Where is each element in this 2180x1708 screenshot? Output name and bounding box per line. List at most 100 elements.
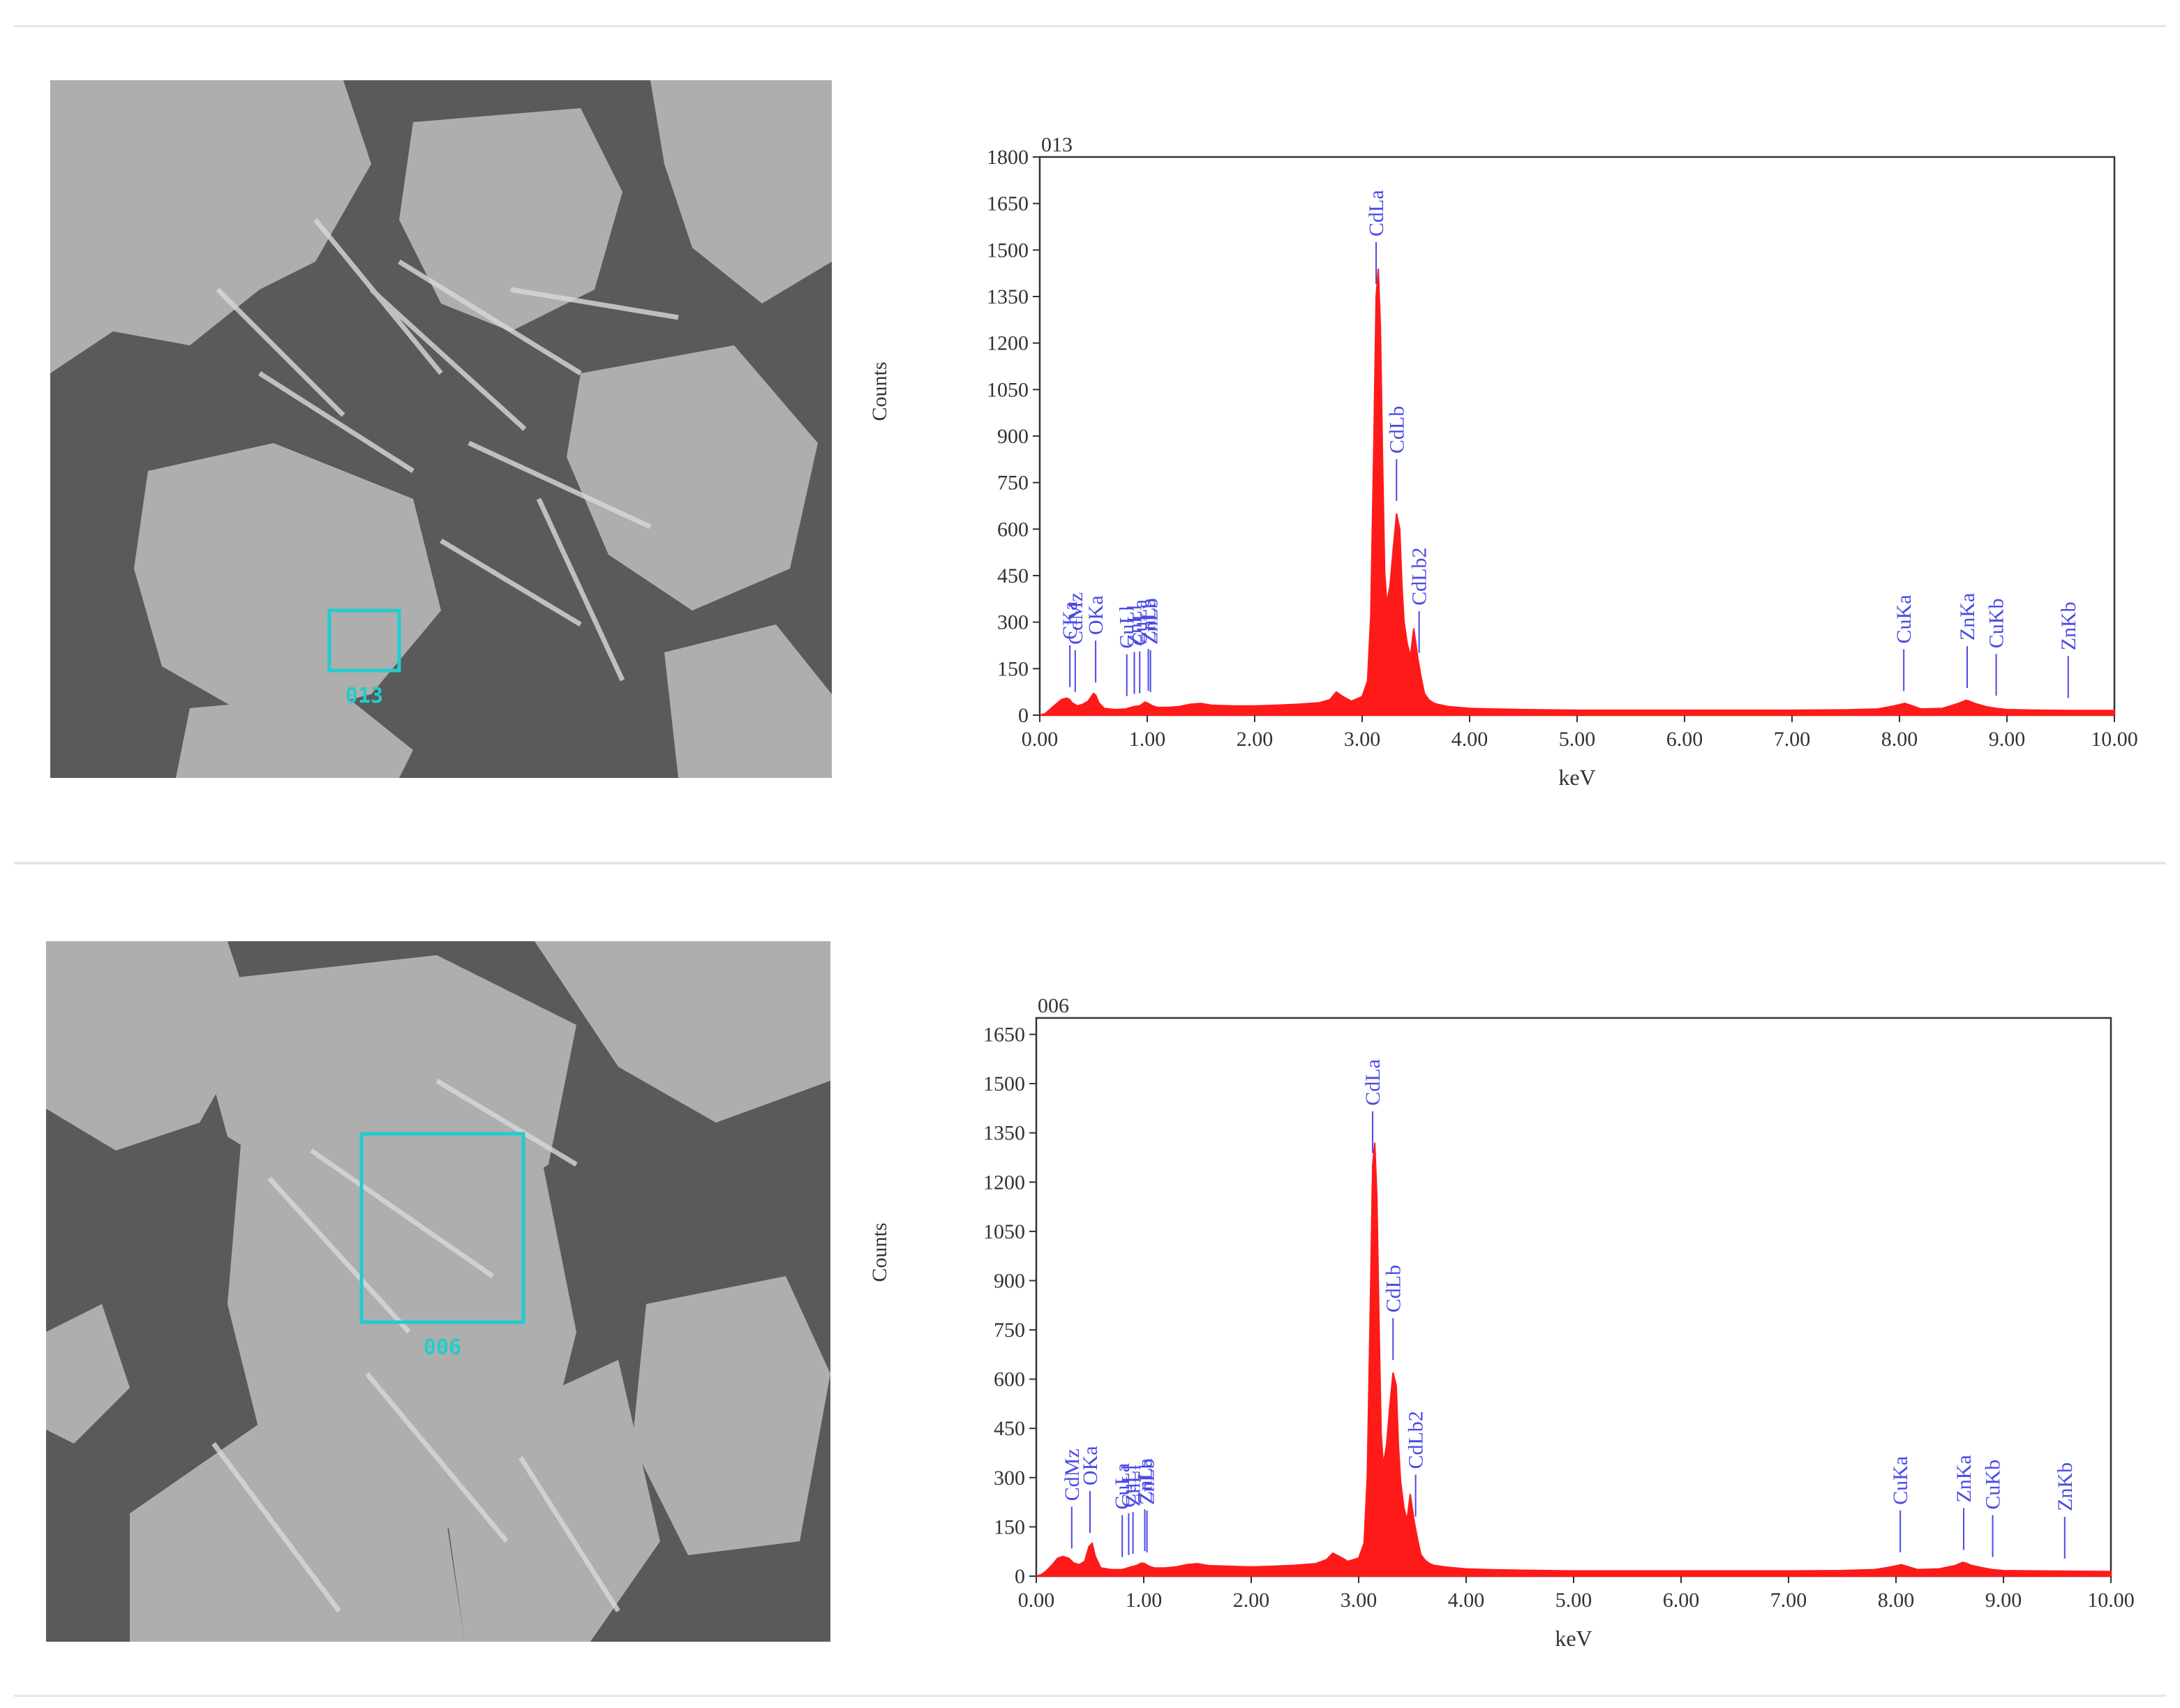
x-tick-label: 7.00: [1770, 1589, 1807, 1612]
eds-spectrum-1: 013 0 150 300 450 600 750 900 1050 1200 1350 1500 16…: [837, 83, 2149, 823]
x-tick-label: 7.00: [1774, 728, 1811, 751]
y-tick-label: 150: [994, 1515, 1025, 1538]
y-tick-label: 0: [1018, 704, 1029, 727]
y-tick-label: 1200: [987, 332, 1029, 355]
y-tick-label: 450: [994, 1417, 1025, 1440]
y-tick-label: 750: [997, 472, 1029, 495]
plot-frame: [1035, 1017, 2112, 1578]
y-tick-label: 300: [994, 1467, 1025, 1490]
peak-label: ZnKb: [2054, 1462, 2077, 1511]
peak-label: ZnKa: [1956, 593, 1979, 640]
y-tick-label: 1800: [987, 146, 1029, 169]
x-axis-label: keV: [1555, 1626, 1592, 1651]
x-tick-label: 0.00: [1022, 728, 1059, 751]
y-tick-label: 1350: [983, 1122, 1025, 1145]
peak-label: ZnLa: [1137, 598, 1160, 643]
roi-box-2: [359, 1132, 525, 1324]
y-tick-label: 1650: [987, 193, 1029, 216]
eds-chart-svg-1: 013 0 150 300 450 600 750 900 1050 1200 1350 1500 16…: [868, 133, 2138, 790]
needle-crystals-1: [216, 218, 679, 682]
sem-micrograph-1: 013: [50, 80, 832, 778]
peak-label: CdMz: [1064, 592, 1087, 645]
x-tick-label: 10.00: [2087, 1589, 2135, 1612]
x-tick-label: 3.00: [1344, 728, 1381, 751]
x-tick-label: 6.00: [1663, 1589, 1700, 1612]
figure-panel-2: 006 006 0 150 300 450 600 750 900 1050 1200 1350 15…: [14, 862, 2166, 1697]
peak-label: CdMz: [1061, 1448, 1084, 1501]
peak-label: CdLb: [1385, 406, 1408, 454]
sem-texture-2: 006: [46, 941, 830, 1642]
peak-label: OKa: [1079, 1446, 1102, 1485]
x-tick-label: 0.00: [1018, 1589, 1055, 1612]
x-tick-label: 8.00: [1878, 1589, 1915, 1612]
x-tick-label: 4.00: [1448, 1589, 1485, 1612]
y-tick-label: 600: [994, 1368, 1025, 1391]
y-axis-label: Counts: [868, 1222, 891, 1282]
peak-label: CuLl: [1116, 606, 1139, 649]
x-tick-label: 4.00: [1451, 728, 1488, 751]
peak-label: CdLa: [1365, 190, 1388, 237]
eds-chart-svg-2: 006 0 150 300 450 600 750 900 1050 1200 1350 1500 16…: [868, 994, 2135, 1651]
y-tick-label: 450: [997, 564, 1029, 587]
x-tick-label: 9.00: [1985, 1589, 2022, 1612]
x-tick-label: 3.00: [1341, 1589, 1378, 1612]
eds-spectrum-2: 006 0 150 300 450 600 750 900 1050 1200 1350 1500 16…: [837, 941, 2149, 1667]
x-tick-label: 10.00: [2091, 728, 2138, 751]
x-tick-label: 2.00: [1237, 728, 1274, 751]
x-tick-label: 5.00: [1555, 1589, 1592, 1612]
peak-label: CKa: [1059, 601, 1082, 640]
peak-label: CuLa: [1111, 1463, 1134, 1510]
y-tick-label: 1500: [983, 1072, 1025, 1095]
x-tick-label: 8.00: [1881, 728, 1918, 751]
peak-label: ZnKa: [1953, 1455, 1976, 1502]
peak-label: ZnLl: [1123, 605, 1147, 647]
sem-texture-1: 013: [50, 80, 832, 778]
peak-label: CuKb: [1985, 599, 2008, 649]
spectrum-area: [1039, 268, 2115, 716]
y-tick-label: 1050: [987, 378, 1029, 401]
peak-label: CdLb2: [1405, 1411, 1428, 1469]
peak-label: ZnLb: [1140, 598, 1163, 645]
peak-label: ZnKb: [2057, 601, 2080, 650]
x-axis-label: keV: [1558, 765, 1595, 790]
y-tick-label: 1650: [983, 1024, 1025, 1047]
peak-label: CuKa: [1889, 1456, 1912, 1505]
y-tick-label: 1050: [983, 1220, 1025, 1243]
x-tick-label: 1.00: [1129, 728, 1166, 751]
peak-label: CuKa: [1892, 594, 1916, 643]
roi-label-1: 013: [345, 684, 383, 708]
roi-label-2: 006: [424, 1335, 461, 1360]
y-tick-label: 1350: [987, 285, 1029, 308]
plot-frame: [1038, 156, 2116, 717]
spectrum-area: [1036, 1142, 2112, 1577]
peak-label: ZnLl: [1122, 1464, 1145, 1506]
roi-box-1: [327, 608, 401, 673]
crystal-clusters-2: [46, 941, 830, 1642]
x-tick-label: 2.00: [1233, 1589, 1270, 1612]
y-axis-label: Counts: [868, 361, 891, 421]
figure-panel-1: 013 013 0 150 300 450 600 750 900 1050 1200 1350 15…: [14, 25, 2166, 864]
peak-label: CdLb: [1382, 1265, 1405, 1312]
chart-title: 013: [1041, 133, 1073, 156]
peak-label: ZnLa: [1134, 1458, 1157, 1504]
x-tick-label: 9.00: [1989, 728, 2026, 751]
x-tick-label: 6.00: [1666, 728, 1703, 751]
y-tick-label: 600: [997, 518, 1029, 541]
y-tick-label: 1500: [987, 239, 1029, 262]
y-tick-label: 900: [997, 425, 1029, 448]
peak-label: CdLa: [1361, 1059, 1384, 1106]
peak-label: CuLa: [1128, 599, 1151, 646]
y-tick-label: 1200: [983, 1171, 1025, 1194]
peak-label: ZnLb: [1136, 1458, 1159, 1505]
needle-crystals-2: [211, 1078, 620, 1613]
sem-micrograph-2: 006: [46, 941, 830, 1642]
chart-title: 006: [1038, 994, 1069, 1017]
x-tick-label: 1.00: [1126, 1589, 1163, 1612]
y-tick-label: 0: [1015, 1565, 1025, 1588]
peak-label: CuKb: [1982, 1460, 2005, 1510]
peak-label: CdLb2: [1408, 548, 1431, 606]
peak-label: OKa: [1084, 595, 1107, 635]
y-tick-label: 900: [994, 1269, 1025, 1292]
x-tick-label: 5.00: [1559, 728, 1596, 751]
y-tick-label: 300: [997, 611, 1029, 634]
